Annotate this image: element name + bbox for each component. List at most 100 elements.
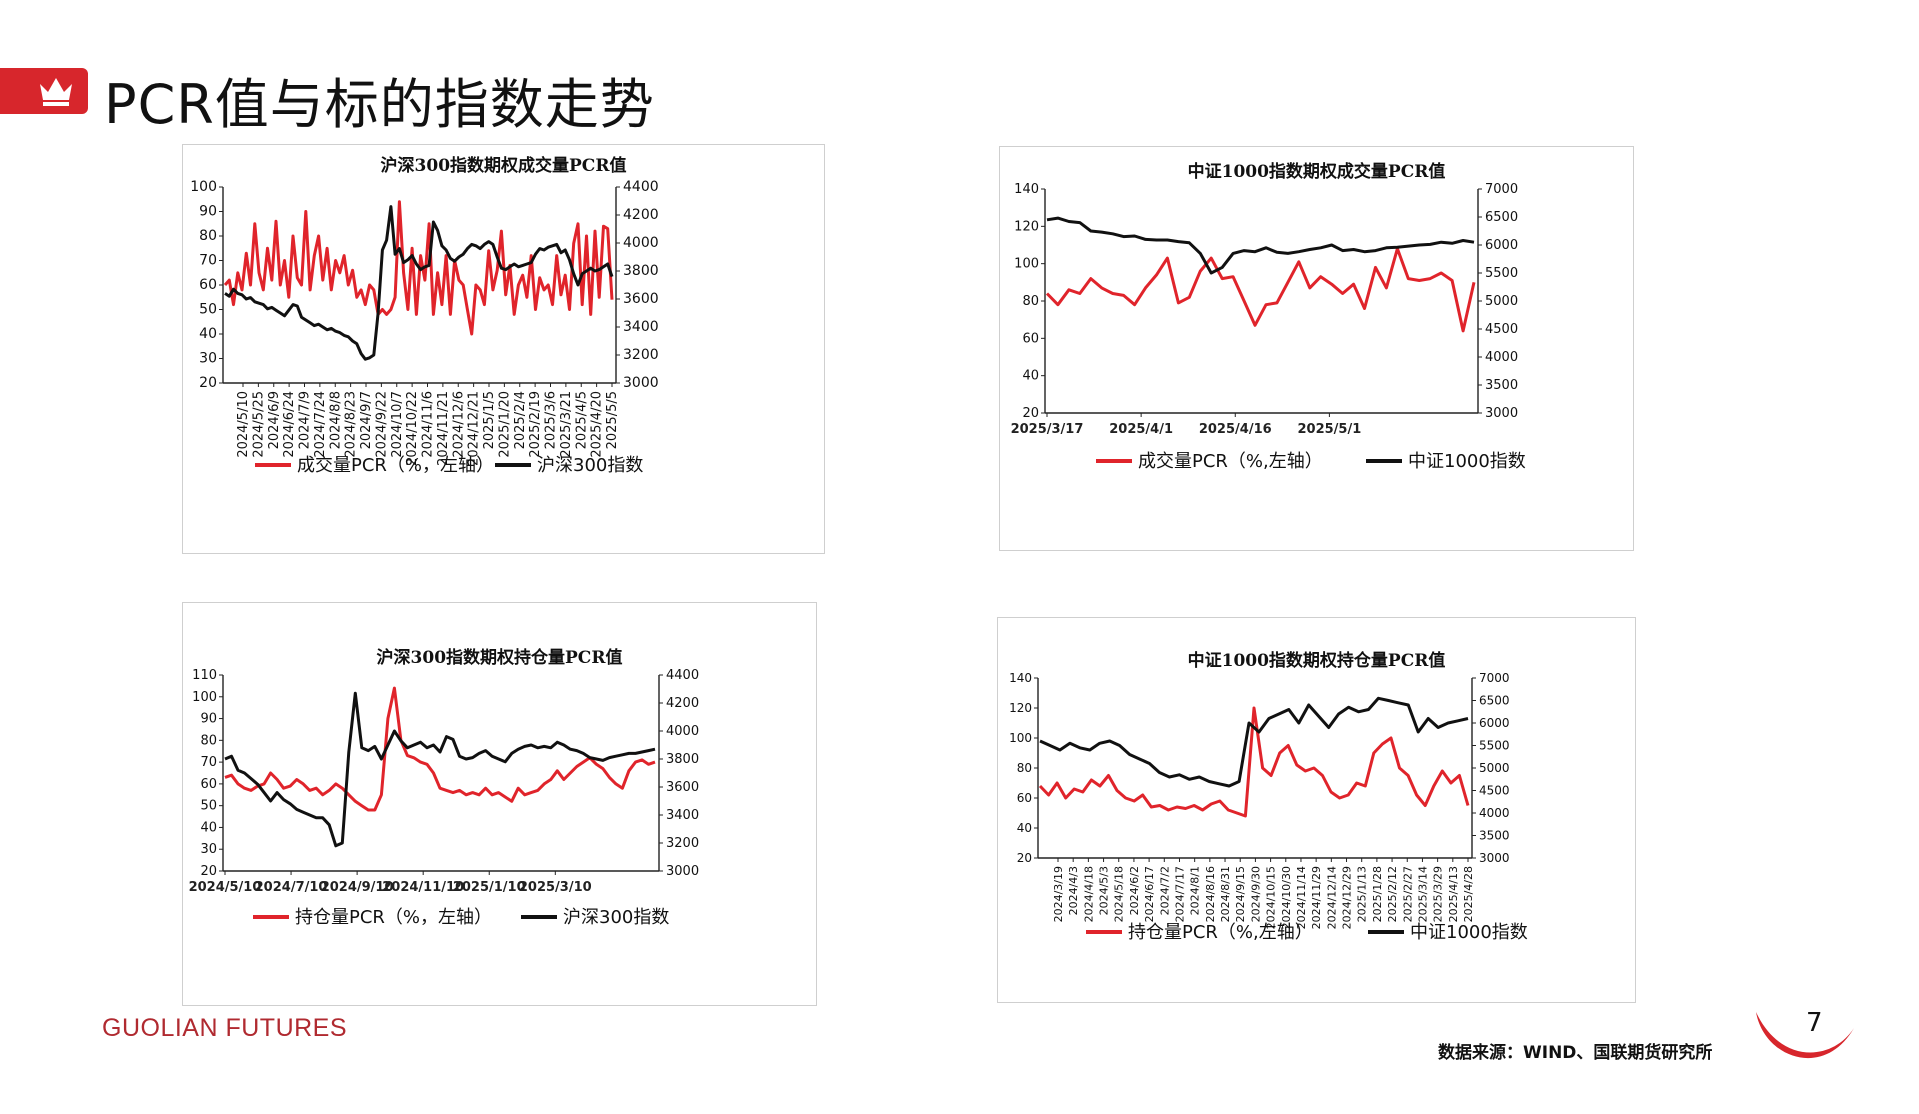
x-tick-label: 2025/2/19: [528, 391, 543, 458]
x-tick-label: 2024/7/2: [1158, 866, 1171, 915]
x-tick-label: 2024/7/10: [255, 880, 328, 895]
left-tick-label: 70: [199, 253, 217, 269]
right-tick-label: 5500: [1479, 739, 1510, 753]
x-tick-label: 2024/5/10: [189, 880, 262, 895]
right-tick-label: 3400: [666, 808, 699, 823]
legend-label: 成交量PCR（%，左轴）: [297, 455, 494, 476]
left-tick-label: 50: [199, 302, 217, 318]
right-tick-label: 6000: [1479, 716, 1510, 730]
right-tick-label: 4000: [1485, 350, 1518, 365]
x-tick-label: 2024/9/22: [374, 391, 389, 458]
left-tick-label: 30: [199, 351, 217, 367]
right-tick-label: 3600: [666, 780, 699, 795]
data-source-note: 数据来源：WIND、国联期货研究所: [1438, 1043, 1713, 1063]
left-tick-label: 60: [1017, 791, 1032, 805]
left-tick-label: 40: [1017, 821, 1032, 835]
x-tick-label: 2025/1/28: [1371, 866, 1384, 922]
x-tick-label: 2024/11/10: [382, 880, 464, 895]
right-tick-label: 4000: [1479, 806, 1510, 820]
page-swoosh-icon: [1756, 1012, 1854, 1059]
right-tick-label: 4400: [623, 179, 659, 195]
x-tick-label: 2025/5/1: [1298, 422, 1362, 437]
x-tick-label: 2025/1/20: [497, 391, 512, 458]
right-tick-label: 6000: [1485, 238, 1518, 253]
x-tick-label: 2024/6/9: [267, 391, 282, 449]
right-tick-label: 5000: [1485, 294, 1518, 309]
left-tick-label: 40: [199, 326, 217, 342]
x-tick-label: 2025/4/16: [1199, 422, 1272, 437]
pcr-series-line: [223, 200, 614, 336]
left-tick-label: 100: [1014, 257, 1039, 272]
x-tick-label: 2024/7/17: [1173, 866, 1186, 922]
x-tick-label: 2025/4/1: [1109, 422, 1173, 437]
x-tick-label: 2024/8/1: [1189, 866, 1202, 915]
left-tick-label: 70: [200, 755, 217, 770]
x-tick-label: 2025/2/4: [513, 391, 528, 449]
x-tick-label: 2025/2/27: [1401, 866, 1414, 922]
right-tick-label: 3600: [623, 291, 659, 307]
left-tick-label: 80: [1022, 294, 1039, 309]
x-tick-label: 2024/11/6: [421, 391, 436, 458]
left-tick-label: 90: [199, 204, 217, 220]
x-tick-label: 2025/4/13: [1447, 866, 1460, 922]
x-tick-label: 2024/7/9: [298, 391, 313, 449]
right-tick-label: 7000: [1485, 182, 1518, 197]
x-tick-label: 2024/10/22: [405, 391, 420, 466]
left-tick-label: 120: [1009, 701, 1032, 715]
index-series-line: [1046, 216, 1475, 275]
x-tick-label: 2024/8/31: [1219, 866, 1232, 922]
x-tick-label: 2025/3/6: [544, 391, 559, 449]
left-tick-label: 20: [200, 864, 217, 879]
x-tick-label: 2024/9/15: [1234, 866, 1247, 922]
x-tick-label: 2024/8/16: [1204, 866, 1217, 922]
index-series-line: [1039, 696, 1469, 788]
x-tick-label: 2024/11/21: [436, 391, 451, 466]
right-tick-label: 3500: [1479, 829, 1510, 843]
x-tick-label: 2025/5/5: [605, 391, 620, 449]
x-tick-label: 2025/4/20: [590, 391, 605, 458]
x-tick-label: 2024/9/7: [359, 391, 374, 449]
x-tick-label: 2025/3/29: [1432, 866, 1445, 922]
x-tick-label: 2025/4/28: [1462, 866, 1475, 922]
x-tick-label: 2024/6/17: [1143, 866, 1156, 922]
right-tick-label: 6500: [1485, 210, 1518, 225]
left-tick-label: 60: [200, 777, 217, 792]
x-tick-label: 2024/10/15: [1265, 866, 1278, 929]
x-tick-label: 2025/1/10: [453, 880, 526, 895]
right-tick-label: 4200: [666, 696, 699, 711]
pcr-series-line: [1045, 247, 1476, 333]
x-tick-label: 2024/9/30: [1249, 866, 1262, 922]
left-tick-label: 20: [1022, 406, 1039, 421]
legend-label: 持仓量PCR（%，左轴）: [295, 907, 492, 928]
left-tick-label: 100: [192, 690, 217, 705]
legend-label: 中证1000指数: [1410, 922, 1528, 943]
right-tick-label: 3000: [1485, 406, 1518, 421]
right-tick-label: 3000: [666, 864, 699, 879]
x-tick-label: 2025/3/17: [1011, 422, 1084, 437]
right-tick-label: 7000: [1479, 671, 1510, 685]
right-tick-label: 4500: [1479, 784, 1510, 798]
right-tick-label: 3000: [623, 375, 659, 391]
right-tick-label: 4000: [623, 235, 659, 251]
legend-label: 持仓量PCR（%,左轴）: [1128, 922, 1313, 943]
x-tick-label: 2024/8/8: [328, 391, 343, 449]
x-tick-label: 2024/5/3: [1098, 866, 1111, 915]
legend-label: 中证1000指数: [1408, 451, 1526, 472]
left-tick-label: 80: [200, 733, 217, 748]
left-tick-label: 110: [192, 668, 217, 683]
right-tick-label: 3400: [623, 319, 659, 335]
right-tick-label: 3500: [1485, 378, 1518, 393]
x-tick-label: 2025/3/10: [519, 880, 592, 895]
legend-label: 沪深300指数: [537, 455, 643, 476]
left-tick-label: 50: [200, 799, 217, 814]
left-tick-label: 140: [1014, 182, 1039, 197]
chart-panel-3: 沪深300指数期权持仓量PCR值 20 30 40 50 60 70 80 90 100 110 30…: [182, 602, 817, 1006]
legend-label: 沪深300指数: [563, 907, 669, 928]
company-logo: GUOLIAN FUTURES: [102, 1014, 348, 1042]
x-tick-label: 2025/1/13: [1356, 866, 1369, 922]
left-tick-label: 120: [1014, 219, 1039, 234]
x-tick-label: 2024/9/10: [321, 880, 394, 895]
x-tick-label: 2024/4/3: [1067, 866, 1080, 915]
right-tick-label: 6500: [1479, 694, 1510, 708]
x-tick-label: 2024/5/25: [251, 391, 266, 458]
